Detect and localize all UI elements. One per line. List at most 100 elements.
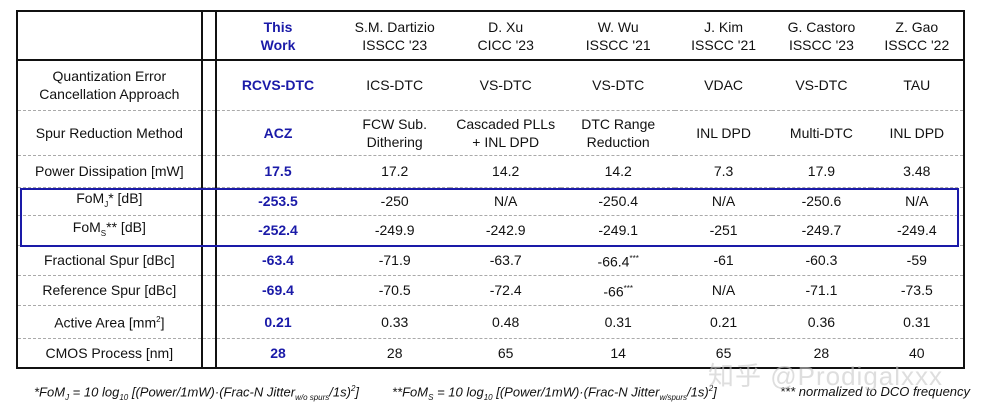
cell-value: -66***: [561, 275, 675, 306]
row-label: FoMJ* [dB]: [17, 187, 203, 216]
cell-value: 3.48: [870, 155, 964, 188]
cell-value: VS-DTC: [561, 60, 675, 111]
this-work-value: -63.4: [215, 245, 340, 276]
cell-value: -63.7: [449, 245, 562, 276]
cell-value: -249.9: [339, 215, 450, 246]
cell-value: -59: [870, 245, 964, 276]
this-work-value: RCVS-DTC: [215, 60, 340, 111]
cell-value: Cascaded PLLs + INL DPD: [449, 110, 562, 156]
row-label: CMOS Process [nm]: [17, 338, 203, 368]
this-work-value: 17.5: [215, 155, 340, 188]
cell-value: 0.31: [561, 305, 675, 339]
cell-value: VDAC: [674, 60, 773, 111]
cell-value: Multi-DTC: [772, 110, 871, 156]
divider-gap: [201, 215, 217, 246]
divider-gap: [201, 155, 217, 188]
cell-value: -60.3: [772, 245, 871, 276]
table-row: Power Dissipation [mW] 17.5 17.2 14.2 14.2 7.…: [17, 155, 964, 188]
cell-value: 40: [909, 344, 925, 361]
divider-gap: [201, 275, 217, 306]
cell-value: -61: [674, 245, 773, 276]
header-reference: Z. Gao ISSCC '22: [870, 11, 964, 61]
cell-value: 28: [386, 344, 403, 361]
cell-value: N/A: [870, 187, 964, 216]
divider-gap: [201, 60, 217, 111]
cell-value: 65: [715, 344, 732, 361]
row-label: Fractional Spur [dBc]: [17, 245, 203, 276]
table-row: FoMS** [dB] -252.4 -249.9 -242.9 -249.1 -251-…: [17, 215, 964, 246]
cell-value: 17.9: [772, 155, 871, 188]
header-reference: G. Castoro ISSCC '23: [772, 11, 871, 61]
cell-value: 7.3: [674, 155, 773, 188]
cell-value: 14: [610, 344, 626, 361]
cell-value: 0.36: [772, 305, 871, 339]
cell-value: FCW Sub. Dithering: [339, 110, 450, 156]
cell-value: INL DPD: [674, 110, 773, 156]
divider-gap: [201, 245, 217, 276]
this-work-value: 0.21: [215, 305, 340, 339]
cell-value: -250.4: [561, 187, 675, 216]
row-label: Active Area [mm2]: [17, 305, 203, 339]
cell-value: INL DPD: [870, 110, 964, 156]
cell-value: 65: [497, 344, 514, 361]
row-label: Quantization Error Cancellation Approach: [17, 60, 203, 111]
this-work-value: 28: [270, 344, 286, 361]
cell-value: 14.2: [449, 155, 562, 188]
cell-value: -250.6: [772, 187, 871, 216]
row-label: Power Dissipation [mW]: [17, 155, 203, 188]
cell-value: 14.2: [561, 155, 675, 188]
this-work-value: ACZ: [215, 110, 340, 156]
cell-value: ICS-DTC: [339, 60, 450, 111]
table-row: FoMJ* [dB] -253.5 -250 N/A -250.4 N/A -250.6 N/…: [17, 187, 964, 216]
cell-value: -71.9: [339, 245, 450, 276]
cell-value: 0.31: [870, 305, 964, 339]
cell-value: TAU: [870, 60, 964, 111]
cell-value: -249.4: [870, 215, 964, 246]
cell-value: VS-DTC: [449, 60, 562, 111]
cell-value: -249.1: [561, 215, 675, 246]
divider-gap: [201, 11, 217, 61]
cell-value: -249.7: [772, 215, 871, 246]
cell-value: 28: [813, 344, 830, 361]
divider-gap: [201, 305, 217, 339]
cell-value: -251: [674, 215, 773, 246]
cell-value: 0.21: [674, 305, 773, 339]
cell-value: -73.5: [870, 275, 964, 306]
watermark: 知乎 @Prodigalxxx: [708, 361, 944, 391]
table-row: Spur Reduction Method ACZ FCW Sub. Ditheri…: [17, 110, 964, 156]
table-row: Reference Spur [dBc] -69.4 -70.5 -72.4 -66**…: [17, 275, 964, 306]
table-row: Active Area [mm2] 0.21 0.33 0.48 0.31 0.21 0.3…: [17, 305, 964, 339]
cell-value: -250: [339, 187, 450, 216]
header-row: This Work S.M. Dartizio ISSCC '23 D. Xu CICC …: [17, 11, 964, 61]
cell-value: -66.4***: [561, 245, 675, 276]
divider-gap: [201, 110, 217, 156]
table-row: Fractional Spur [dBc] -63.4 -71.9 -63.7 -66.…: [17, 245, 964, 276]
cell-value: 17.2: [339, 155, 450, 188]
cell-value: -70.5: [339, 275, 450, 306]
cell-value: 0.48: [449, 305, 562, 339]
this-work-value: -252.4: [215, 215, 340, 246]
header-reference: J. Kim ISSCC '21: [674, 11, 773, 61]
cell-value: -72.4: [449, 275, 562, 306]
row-label: Spur Reduction Method: [17, 110, 203, 156]
header-reference: S.M. Dartizio ISSCC '23: [339, 11, 450, 61]
footnote-normalized: *** normalized to DCO frequency: [780, 384, 971, 399]
header-label-cell: [17, 11, 203, 61]
footnote-fomj: *FoMJ = 10 log10 [(Power/1mW)·(Frac-N Ji…: [34, 384, 360, 402]
cell-value: DTC Range Reduction: [561, 110, 675, 156]
header-reference: W. Wu ISSCC '21: [561, 11, 675, 61]
divider-gap: [201, 338, 217, 368]
cell-value: N/A: [449, 187, 562, 216]
cell-value: N/A: [674, 187, 773, 216]
cell-value: -242.9: [449, 215, 562, 246]
cell-value: 0.33: [339, 305, 450, 339]
header-reference: D. Xu CICC '23: [449, 11, 562, 61]
cell-value: VS-DTC: [772, 60, 871, 111]
footnote-foms: **FoMS = 10 log10 [(Power/1mW)·(Frac-N J…: [392, 384, 717, 402]
this-work-value: -69.4: [215, 275, 340, 306]
row-label: Reference Spur [dBc]: [17, 275, 203, 306]
this-work-value: -253.5: [215, 187, 340, 216]
cell-value: -71.1: [772, 275, 871, 306]
header-this-work: This Work: [215, 11, 340, 61]
cell-value: N/A: [674, 275, 773, 306]
